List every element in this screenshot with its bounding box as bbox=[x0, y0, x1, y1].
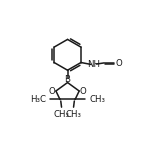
Text: O: O bbox=[116, 59, 123, 68]
Text: CH₃: CH₃ bbox=[66, 110, 82, 119]
Text: H₃C: H₃C bbox=[30, 95, 46, 104]
Text: B: B bbox=[65, 75, 71, 84]
Text: NH: NH bbox=[87, 60, 100, 69]
Text: O: O bbox=[80, 87, 87, 95]
Text: CH₃: CH₃ bbox=[54, 110, 70, 119]
Text: CH₃: CH₃ bbox=[89, 95, 105, 104]
Text: O: O bbox=[48, 87, 55, 95]
